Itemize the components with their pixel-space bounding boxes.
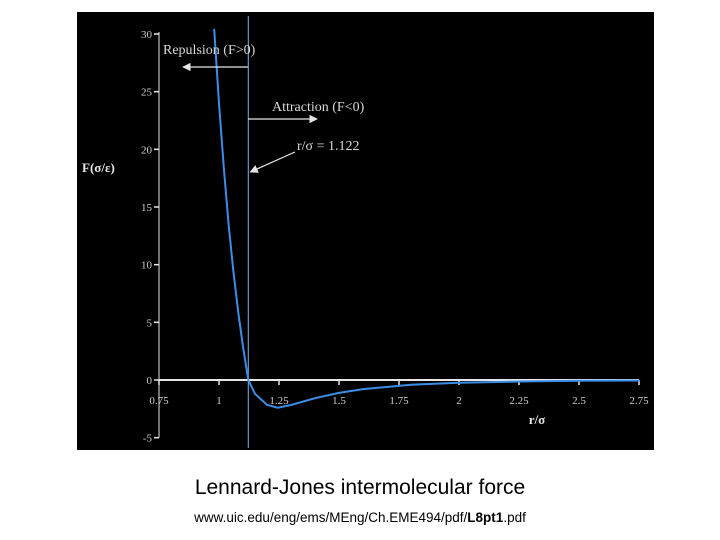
y-tick-label: 0 [147, 375, 153, 387]
force-data-point [290, 404, 292, 406]
y-tick-label: -5 [143, 433, 153, 445]
force-data-point [638, 379, 640, 382]
y-tick-label: 20 [141, 144, 153, 156]
force-data-point [223, 166, 225, 169]
force-data-point [314, 397, 316, 400]
attraction-label: Attraction (F<0) [272, 100, 365, 115]
x-tick-label: 1.5 [332, 395, 346, 407]
x-tick-label: 1 [216, 395, 222, 407]
y-tick-label: 25 [141, 87, 153, 99]
force-data-point [276, 406, 279, 409]
force-data-point [578, 380, 580, 382]
force-data-point [213, 28, 215, 31]
chart-panel: -5 0 5 10 15 20 25 30 0.75 1 1.25 1.5 1.75 2 2.25 2.5 2.… [77, 12, 654, 450]
force-data-point [362, 388, 364, 390]
x-tick-label: 2.5 [572, 395, 586, 407]
force-data-point [254, 393, 256, 395]
source-url: www.uic.edu/eng/ems/MEng/Ch.EME494/pdf/L… [0, 510, 720, 525]
repulsion-label: Repulsion (F>0) [163, 43, 256, 58]
force-data-point [518, 380, 520, 383]
y-tick-label: 30 [141, 29, 153, 41]
force-data-point [237, 311, 239, 313]
force-data-point [218, 102, 220, 104]
equilibrium-label: r/σ = 1.122 [297, 139, 360, 154]
x-tick-label: 0.75 [149, 395, 169, 407]
force-data-point [266, 403, 268, 406]
y-tick-label: 15 [141, 202, 153, 214]
force-data-point [247, 379, 250, 381]
x-tick-label: 1.75 [389, 395, 409, 407]
source-url-bold: L8pt1 [467, 510, 504, 525]
lennard-jones-force-chart: -5 0 5 10 15 20 25 30 0.75 1 1.25 1.5 1.75 2 2.25 2.5 2.… [82, 16, 649, 448]
y-tick-label: 10 [141, 260, 153, 272]
force-data-point [242, 345, 244, 348]
x-tick-label: 2.75 [629, 395, 649, 407]
x-tick-label: 1.25 [269, 395, 289, 407]
equilibrium-arrow [249, 151, 296, 173]
force-data-point [458, 381, 460, 384]
source-url-prefix: www.uic.edu/eng/ems/MEng/Ch.EME494/pdf/ [194, 510, 468, 525]
force-data-point [410, 384, 412, 386]
force-curve-line [213, 29, 640, 409]
force-data-point [227, 223, 230, 226]
y-tick-label: 5 [147, 317, 153, 329]
y-axis-title: F(σ/ε) [82, 160, 115, 175]
x-axis-title: r/σ [529, 412, 545, 427]
source-url-suffix: .pdf [503, 510, 526, 525]
x-tick-label: 2 [456, 395, 462, 407]
force-data-point [232, 270, 235, 273]
force-data-point [338, 392, 340, 394]
x-tick-label: 2.25 [509, 395, 529, 407]
figure-caption: Lennard-Jones intermolecular force [194, 476, 526, 499]
